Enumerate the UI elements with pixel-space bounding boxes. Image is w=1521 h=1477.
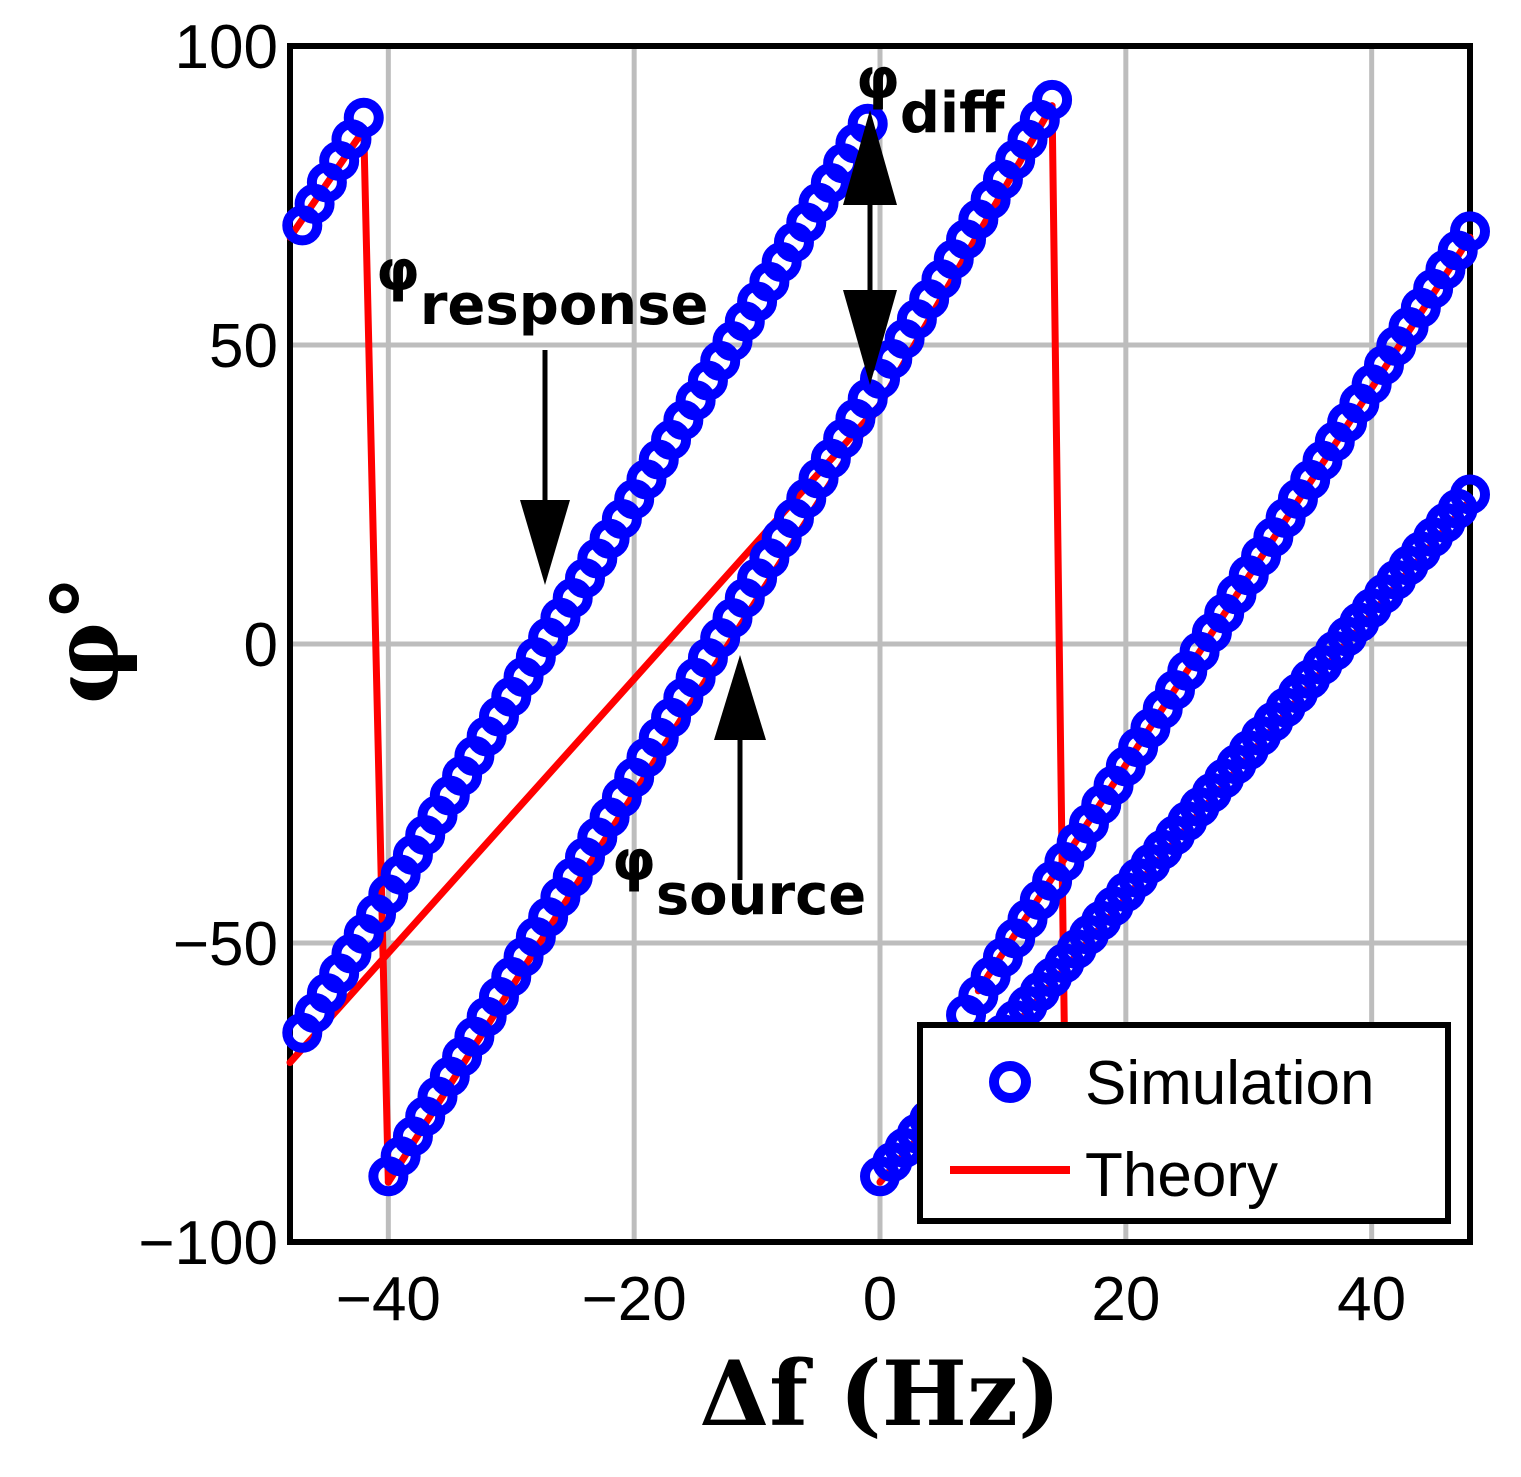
y-tick-label: −100 bbox=[138, 1209, 278, 1278]
y-tick-label: 50 bbox=[209, 312, 278, 381]
arrow-response-head bbox=[520, 500, 570, 585]
annotation-source-symbol: φ bbox=[612, 829, 656, 894]
y-tick-labels: −100 −50 0 50 100 bbox=[138, 13, 278, 1278]
x-tick-label: 20 bbox=[1091, 1265, 1160, 1334]
y-tick-label: 100 bbox=[175, 13, 278, 82]
arrow-diff-head-up bbox=[843, 110, 897, 205]
legend: Simulation Theory bbox=[917, 1022, 1451, 1224]
simulation-point bbox=[343, 97, 384, 138]
annotation-diff-symbol: φ bbox=[856, 47, 900, 112]
annotation-response: φresponse bbox=[376, 239, 708, 585]
annotation-diff-sub: diff bbox=[900, 81, 1005, 146]
x-tick-label: −40 bbox=[336, 1265, 441, 1334]
legend-simulation-label: Simulation bbox=[1085, 1049, 1374, 1118]
svg-text:φsource: φsource bbox=[612, 829, 866, 928]
annotation-source-sub: source bbox=[656, 863, 866, 928]
y-tick-label: 0 bbox=[244, 611, 278, 680]
plot-frame bbox=[287, 43, 1473, 1245]
theory-segment-1 bbox=[360, 126, 392, 1186]
simulation-point bbox=[1450, 474, 1490, 515]
x-tick-label: −20 bbox=[582, 1265, 687, 1334]
annotation-diff: φdiff bbox=[843, 47, 1005, 385]
annotation-source: φsource bbox=[612, 655, 866, 928]
annotation-response-sub: response bbox=[420, 273, 709, 338]
arrow-diff-head-down bbox=[843, 290, 897, 385]
svg-text:φdiff: φdiff bbox=[856, 47, 1005, 146]
legend-theory-label: Theory bbox=[1085, 1141, 1278, 1210]
y-tick-label: −50 bbox=[173, 910, 278, 979]
x-tick-label: 0 bbox=[863, 1265, 897, 1334]
annotation-response-symbol: φ bbox=[376, 239, 420, 304]
arrow-source-head bbox=[714, 655, 766, 740]
simulation-point bbox=[1032, 79, 1073, 120]
simulation-point bbox=[1450, 211, 1490, 252]
legend-simulation-marker bbox=[989, 1061, 1031, 1103]
x-tick-label: 40 bbox=[1337, 1265, 1406, 1334]
y-axis-title: φ° bbox=[32, 575, 140, 704]
svg-text:φresponse: φresponse bbox=[376, 239, 708, 338]
legend-box bbox=[917, 1022, 1451, 1224]
x-axis-title: Δf (Hz) bbox=[699, 1341, 1060, 1447]
x-tick-labels: −40 −20 0 20 40 bbox=[336, 1265, 1406, 1334]
